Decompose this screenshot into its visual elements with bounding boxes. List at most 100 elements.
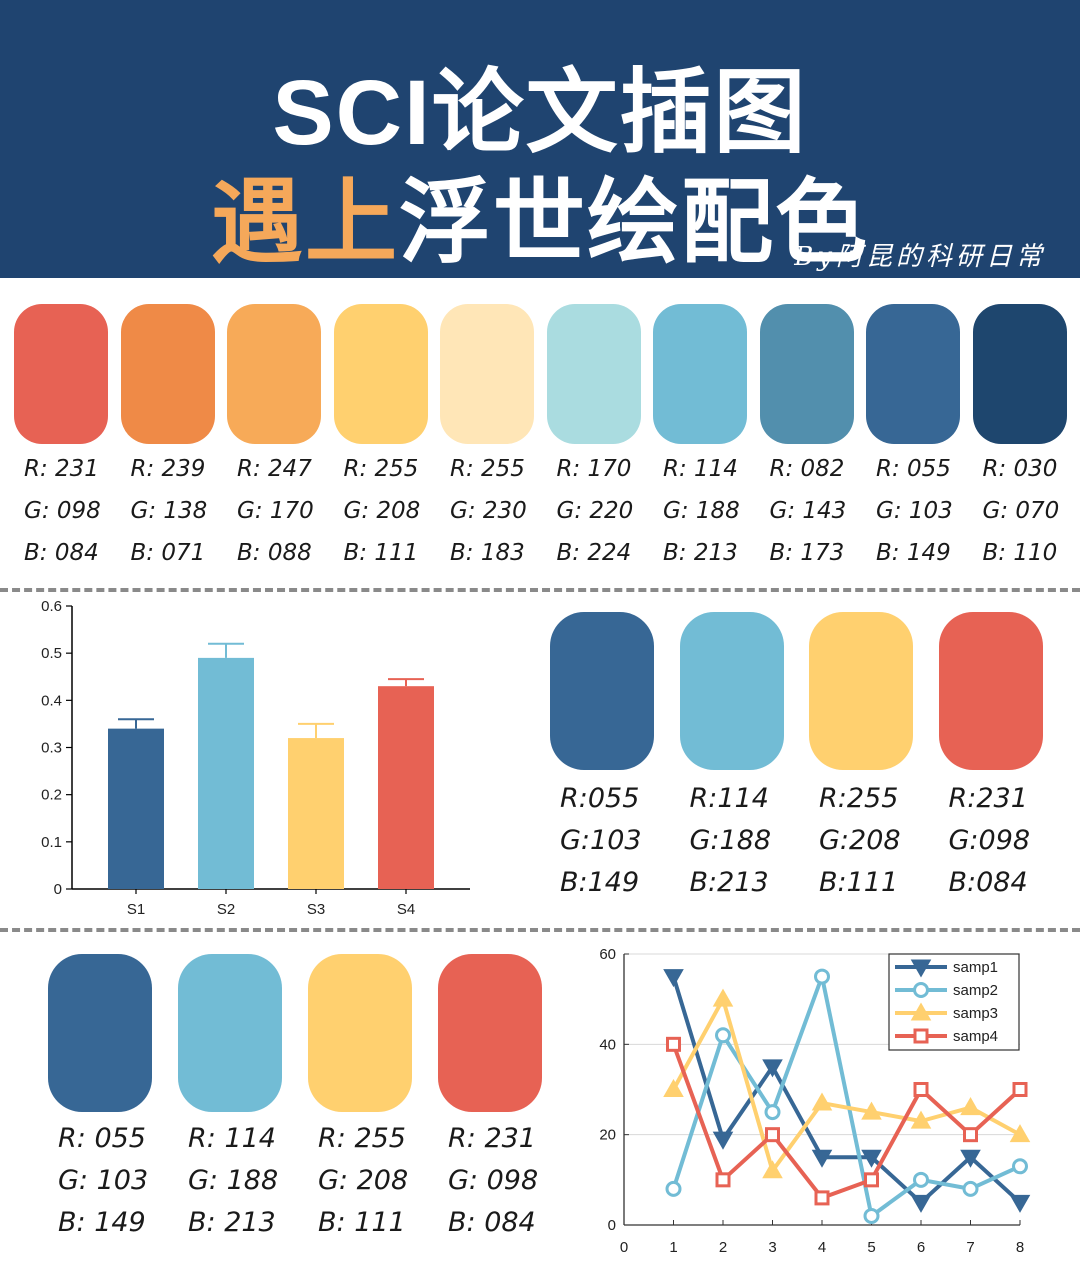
rgb-g-value: G: 208 bbox=[343, 498, 421, 524]
series-samp2 bbox=[665, 968, 1028, 1224]
color-swatch bbox=[438, 954, 542, 1112]
data-point bbox=[666, 1036, 681, 1052]
color-swatch bbox=[866, 304, 960, 444]
bar-s1 bbox=[108, 728, 164, 889]
legend-marker bbox=[913, 982, 929, 998]
rgb-g-value: G: 098 bbox=[24, 498, 101, 524]
data-point bbox=[910, 1110, 932, 1129]
data-point bbox=[1012, 1158, 1028, 1175]
rgb-b-value: B:084 bbox=[948, 867, 1028, 898]
data-point bbox=[960, 1097, 981, 1116]
color-swatch bbox=[653, 304, 747, 444]
rgb-b-value: B: 224 bbox=[556, 540, 632, 566]
rgb-g-value: G: 103 bbox=[58, 1165, 149, 1196]
color-swatch bbox=[679, 612, 784, 770]
rgb-b-value: B: 088 bbox=[237, 540, 312, 566]
bar-s4 bbox=[378, 686, 434, 889]
rgb-g-value: G: 188 bbox=[663, 498, 740, 524]
data-point bbox=[715, 1172, 731, 1188]
data-point bbox=[811, 1149, 833, 1168]
rgb-r-value: R: 055 bbox=[58, 1123, 146, 1154]
legend-label: samp2 bbox=[953, 982, 998, 999]
data-point bbox=[762, 1160, 783, 1179]
rgb-r-value: R: 082 bbox=[769, 456, 845, 482]
rgb-g-value: G: 103 bbox=[876, 498, 953, 524]
rgb-b-value: B: 111 bbox=[343, 540, 419, 566]
rgb-r-value: R:055 bbox=[560, 783, 640, 814]
rgb-r-value: R: 231 bbox=[448, 1123, 536, 1154]
data-point bbox=[963, 1127, 978, 1143]
rgb-b-value: B:111 bbox=[819, 867, 899, 898]
rgb-b-value: B: 071 bbox=[130, 540, 206, 566]
line-chart: 0 20 40 60 0 1 2 3 4 5 6 7 8 samp1 samp2 samp3 samp4 bbox=[599, 946, 1031, 1256]
data-point bbox=[811, 1092, 833, 1111]
legend-marker bbox=[913, 1028, 929, 1044]
x-tick-label: S2 bbox=[217, 901, 235, 918]
dashed-divider-2 bbox=[0, 928, 1080, 932]
data-point bbox=[962, 1180, 979, 1197]
y-tick-label: 40 bbox=[599, 1036, 616, 1053]
y-tick-label: 0.2 bbox=[41, 787, 62, 804]
data-point bbox=[814, 968, 830, 985]
rgb-r-value: R: 231 bbox=[24, 456, 99, 482]
legend: samp1 samp2 samp3 samp4 bbox=[888, 953, 1020, 1051]
y-tick-label: 60 bbox=[599, 946, 616, 963]
legend-marker bbox=[910, 1002, 932, 1021]
series-line bbox=[671, 997, 1021, 1173]
rgb-g-value: G: 070 bbox=[982, 498, 1060, 524]
color-swatch bbox=[14, 304, 108, 444]
legend-label: samp4 bbox=[953, 1028, 998, 1045]
data-point bbox=[863, 1207, 880, 1224]
bar-chart: 0 0.1 0.2 0.3 0.4 0.5 0.6 S1 S2 S3 S4 bbox=[41, 598, 470, 918]
legend-label: samp1 bbox=[953, 959, 998, 976]
data-point bbox=[913, 1171, 929, 1188]
color-swatch bbox=[120, 304, 215, 444]
x-tick-label: 8 bbox=[1016, 1239, 1024, 1256]
rgb-g-value: G:188 bbox=[689, 825, 772, 856]
data-point bbox=[910, 1194, 932, 1213]
rgb-r-value: R: 055 bbox=[876, 456, 951, 482]
color-swatch bbox=[333, 304, 428, 444]
rgb-r-value: R:255 bbox=[819, 783, 899, 814]
y-tick-label: 0.6 bbox=[41, 598, 62, 615]
series-line bbox=[671, 976, 1022, 1205]
y-tick-label: 20 bbox=[599, 1127, 616, 1144]
data-point bbox=[762, 1059, 783, 1078]
color-swatch bbox=[550, 612, 654, 770]
color-swatch bbox=[546, 304, 641, 444]
series-samp4 bbox=[666, 1036, 1028, 1206]
rgb-b-value: B: 183 bbox=[450, 540, 525, 566]
x-tick-label: S1 bbox=[127, 901, 145, 918]
color-swatch bbox=[809, 612, 913, 770]
y-tick-label: 0 bbox=[54, 881, 62, 898]
rgb-r-value: R: 255 bbox=[318, 1123, 406, 1154]
data-point bbox=[665, 1180, 682, 1197]
rgb-b-value: B: 084 bbox=[24, 540, 99, 566]
rgb-r-value: R: 255 bbox=[343, 456, 419, 482]
legend-label: samp3 bbox=[953, 1005, 998, 1022]
data-point bbox=[1012, 1082, 1028, 1097]
x-tick-label: 0 bbox=[620, 1239, 628, 1256]
data-point bbox=[765, 1127, 780, 1143]
rgb-r-value: R: 114 bbox=[188, 1123, 276, 1154]
data-point bbox=[712, 1131, 734, 1150]
data-point bbox=[861, 1149, 882, 1168]
rgb-g-value: G:103 bbox=[560, 825, 642, 856]
rgb-g-value: G: 098 bbox=[448, 1165, 539, 1196]
rgb-g-value: G: 188 bbox=[188, 1165, 279, 1196]
rgb-r-value: R: 170 bbox=[556, 456, 632, 482]
rgb-g-value: G: 170 bbox=[237, 498, 314, 524]
color-swatch bbox=[308, 954, 412, 1112]
y-tick-label: 0.5 bbox=[41, 645, 62, 662]
x-tick-label: S3 bbox=[307, 901, 325, 918]
rgb-g-value: G: 208 bbox=[318, 1165, 409, 1196]
rgb-b-value: B: 173 bbox=[769, 540, 845, 566]
data-point bbox=[663, 969, 684, 988]
data-point bbox=[861, 1101, 882, 1120]
x-tick-label: 3 bbox=[768, 1239, 776, 1256]
rgb-g-value: G: 230 bbox=[450, 498, 527, 524]
author-byline: By阿昆的科研日常 bbox=[794, 242, 1046, 272]
rgb-g-value: G: 143 bbox=[769, 498, 847, 524]
data-point bbox=[1009, 1124, 1031, 1143]
series-line bbox=[671, 1043, 1022, 1200]
